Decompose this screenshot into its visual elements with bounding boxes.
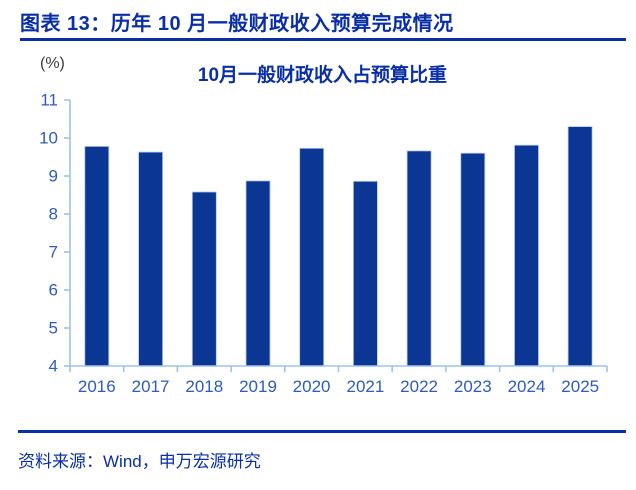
y-tick-label: 11	[40, 91, 58, 110]
y-tick-label: 8	[49, 205, 58, 224]
bar	[514, 144, 539, 367]
y-axis-unit-label: (%)	[40, 55, 65, 72]
x-tick-label: 2020	[293, 377, 331, 396]
footer-divider	[18, 430, 626, 433]
bar	[299, 147, 325, 367]
bar	[84, 145, 110, 367]
bar	[460, 152, 486, 367]
bar-chart: 4 5 6 7 8 9 10 11 2016 2017 2018 2019 2020 2021 2022 20…	[39, 91, 608, 396]
caption-underline	[20, 38, 626, 41]
chart-title: 10月一般财政收入占预算比重	[197, 65, 448, 86]
bar	[191, 191, 217, 367]
y-tick-label: 10	[39, 129, 58, 148]
x-tick-label: 2018	[185, 377, 223, 396]
y-tick-label: 5	[49, 319, 58, 338]
source-note: 资料来源：Wind，申万宏源研究	[18, 452, 261, 471]
x-tick-label: 2021	[346, 377, 384, 396]
bar	[567, 126, 593, 367]
bar	[245, 180, 271, 367]
bar	[352, 180, 378, 367]
bar	[138, 151, 164, 367]
figure-caption: 图表 13：历年 10 月一般财政收入预算完成情况	[20, 13, 454, 35]
x-tick-label: 2019	[239, 377, 277, 396]
x-tick-label: 2022	[400, 377, 438, 396]
bar	[406, 150, 432, 367]
y-tick-label: 6	[49, 281, 58, 300]
y-tick-label: 9	[49, 167, 58, 186]
x-tick-label: 2024	[508, 377, 546, 396]
y-tick-label: 7	[49, 243, 58, 262]
x-tick-label: 2023	[454, 377, 492, 396]
x-tick-label: 2025	[561, 377, 599, 396]
x-tick-label: 2016	[78, 377, 116, 396]
y-tick-label: 4	[49, 357, 58, 376]
x-tick-label: 2017	[132, 377, 170, 396]
